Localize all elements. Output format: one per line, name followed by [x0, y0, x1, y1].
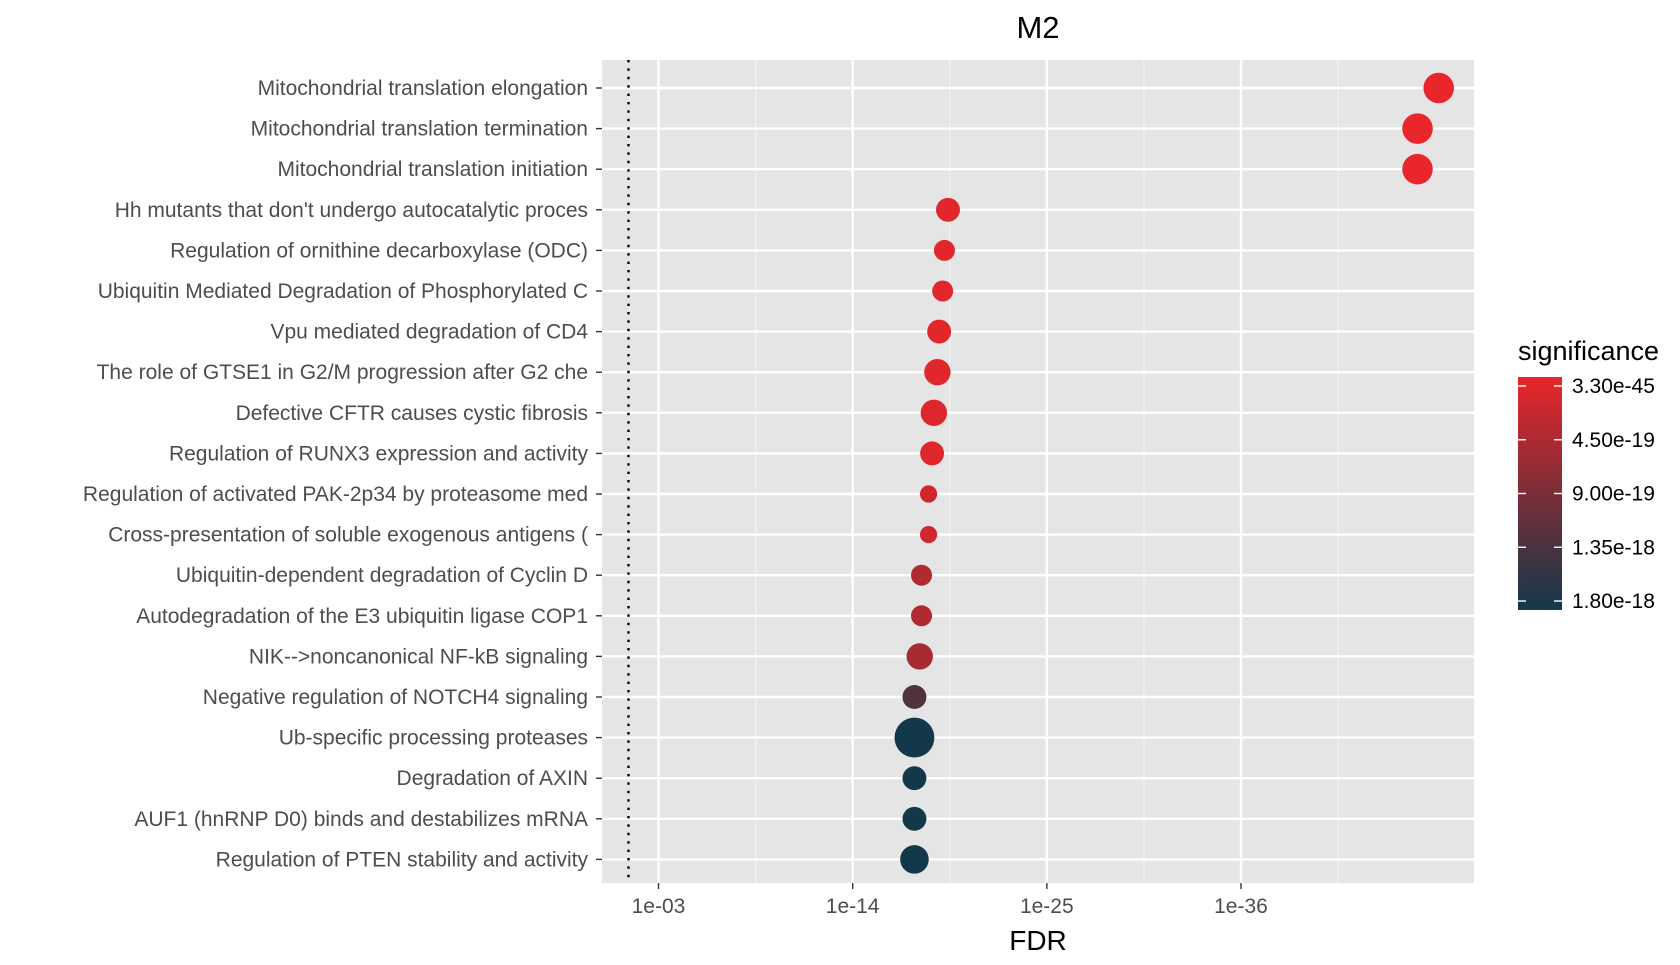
category-label: Ubiquitin-dependent degradation of Cycli…: [176, 564, 588, 587]
category-label: Mitochondrial translation termination: [251, 118, 588, 141]
data-point: [919, 485, 938, 503]
legend-title: significance: [1518, 336, 1659, 366]
category-label: Cross-presentation of soluble exogenous …: [108, 524, 588, 547]
x-axis-label: FDR: [1009, 925, 1067, 956]
data-point: [933, 239, 955, 261]
chart-title: M2: [1016, 10, 1059, 45]
data-point: [902, 685, 927, 709]
data-point: [920, 441, 945, 466]
data-point: [919, 526, 938, 544]
category-label: Regulation of PTEN stability and activit…: [216, 848, 589, 871]
legend-label: 3.30e-45: [1572, 375, 1655, 398]
data-point: [902, 766, 927, 791]
x-tick-label: 1e-14: [826, 895, 880, 918]
legend-label: 4.50e-19: [1572, 429, 1655, 452]
category-label: Regulation of RUNX3 expression and activ…: [169, 442, 589, 465]
data-point: [924, 359, 951, 386]
x-tick-label: 1e-03: [632, 895, 686, 918]
legend-label: 1.80e-18: [1572, 590, 1655, 613]
category-label: Degradation of AXIN: [397, 767, 588, 790]
category-label: Defective CFTR causes cystic fibrosis: [236, 402, 588, 425]
data-point: [910, 564, 933, 586]
category-label: Mitochondrial translation initiation: [278, 158, 589, 181]
data-point: [927, 319, 952, 344]
category-label: Hh mutants that don't undergo autocataly…: [115, 199, 588, 222]
category-label: Negative regulation of NOTCH4 signaling: [203, 686, 588, 709]
category-label: NIK-->noncanonical NF-kB signaling: [249, 645, 588, 668]
legend-label: 1.35e-18: [1572, 536, 1655, 559]
category-label: Regulation of activated PAK-2p34 by prot…: [83, 483, 588, 506]
data-point: [1402, 113, 1433, 144]
x-tick-label: 1e-25: [1020, 895, 1074, 918]
data-point: [894, 717, 935, 758]
data-point: [1402, 153, 1433, 185]
plot-panel: [602, 60, 1474, 883]
data-point: [920, 399, 948, 426]
category-label: Ubiquitin Mediated Degradation of Phosph…: [98, 280, 588, 303]
data-point: [936, 197, 960, 222]
category-label: AUF1 (hnRNP D0) binds and destabilizes m…: [134, 808, 588, 831]
category-label: Ub-specific processing proteases: [279, 727, 588, 750]
data-point: [900, 845, 929, 874]
category-label: Autodegradation of the E3 ubiquitin liga…: [136, 605, 588, 628]
legend-label: 9.00e-19: [1572, 483, 1655, 506]
data-point: [1423, 72, 1454, 104]
category-label: Vpu mediated degradation of CD4: [270, 321, 588, 344]
category-label: Regulation of ornithine decarboxylase (O…: [170, 239, 588, 262]
category-label: Mitochondrial translation elongation: [258, 77, 588, 100]
data-point: [932, 280, 954, 302]
data-point: [906, 643, 933, 670]
data-point: [910, 605, 933, 627]
x-tick-label: 1e-36: [1214, 895, 1268, 918]
category-label: The role of GTSE1 in G2/M progression af…: [97, 361, 588, 384]
data-point: [902, 806, 927, 831]
